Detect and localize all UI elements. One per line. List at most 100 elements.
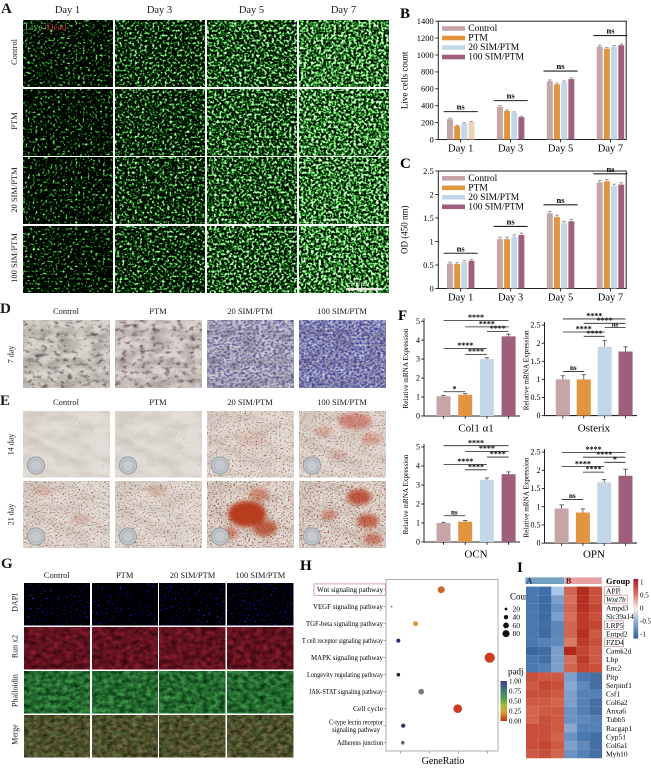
svg-text:****: **** <box>597 316 613 325</box>
svg-text:****: **** <box>575 459 591 468</box>
svg-text:Day 5: Day 5 <box>548 144 573 155</box>
svg-text:800: 800 <box>421 67 434 77</box>
svg-text:Adherens junction: Adherens junction <box>337 739 383 747</box>
svg-text:ns: ns <box>507 216 516 226</box>
svg-text:B: B <box>400 6 410 22</box>
svg-text:VEGF signaling pathway: VEGF signaling pathway <box>313 603 383 611</box>
svg-text:60: 60 <box>513 621 521 630</box>
svg-text:2: 2 <box>537 339 541 348</box>
svg-text:****: **** <box>457 457 473 466</box>
svg-text:0.75: 0.75 <box>509 687 522 695</box>
svg-text:signaling pathway: signaling pathway <box>332 726 380 734</box>
svg-text:5: 5 <box>416 443 420 452</box>
svg-text:Col1 α1: Col1 α1 <box>458 423 493 435</box>
svg-text:20: 20 <box>513 605 521 614</box>
svg-text:F: F <box>398 308 407 324</box>
svg-text:ns: ns <box>557 195 566 205</box>
svg-text:ns: ns <box>457 243 466 253</box>
svg-text:0.50: 0.50 <box>509 697 522 705</box>
svg-text:1.00: 1.00 <box>509 677 522 685</box>
svg-text:*: * <box>613 455 617 464</box>
svg-text:H: H <box>300 558 312 574</box>
svg-text:Day 1: Day 1 <box>448 293 473 304</box>
svg-text:Slc39a14: Slc39a14 <box>606 612 634 621</box>
svg-text:I: I <box>517 560 523 576</box>
svg-text:4: 4 <box>416 336 420 345</box>
svg-text:1.5: 1.5 <box>423 213 434 223</box>
svg-text:Lbp: Lbp <box>606 655 618 664</box>
svg-text:1.5: 1.5 <box>531 484 541 493</box>
svg-text:1: 1 <box>416 393 420 402</box>
svg-text:ns: ns <box>507 91 516 101</box>
svg-text:2.5: 2.5 <box>531 448 541 457</box>
svg-text:Entpd2: Entpd2 <box>606 629 628 638</box>
svg-text:Pltp: Pltp <box>606 672 618 681</box>
svg-text:3: 3 <box>416 355 420 364</box>
svg-text:2: 2 <box>416 500 420 509</box>
svg-text:0.5: 0.5 <box>531 521 541 530</box>
svg-text:100 SIM/PTM: 100 SIM/PTM <box>468 53 524 63</box>
svg-text:ns: ns <box>606 26 615 36</box>
svg-text:Relative mRNA Expression: Relative mRNA Expression <box>402 454 410 534</box>
svg-text:Live cells count: Live cells count <box>399 51 409 109</box>
svg-text:Racgap1: Racgap1 <box>606 724 632 733</box>
svg-text:Cell cycle: Cell cycle <box>353 705 383 713</box>
svg-text:600: 600 <box>421 84 434 94</box>
svg-text:1000: 1000 <box>417 50 434 60</box>
svg-text:0: 0 <box>640 605 644 613</box>
svg-text:Day 3: Day 3 <box>498 144 523 155</box>
svg-text:A: A <box>527 577 533 586</box>
svg-text:Day 7: Day 7 <box>598 293 623 304</box>
svg-text:4: 4 <box>416 462 420 471</box>
svg-text:Ampd3: Ampd3 <box>606 604 629 613</box>
svg-text:****: **** <box>468 462 484 471</box>
svg-text:Col6a2: Col6a2 <box>606 698 628 707</box>
svg-text:Control: Control <box>468 24 497 34</box>
svg-text:0.25: 0.25 <box>509 707 522 715</box>
svg-text:Col6a1: Col6a1 <box>606 741 628 750</box>
svg-text:FZD4: FZD4 <box>606 638 624 647</box>
svg-text:****: **** <box>596 450 612 459</box>
svg-text:2: 2 <box>537 466 541 475</box>
svg-text:100 SIM/PTM: 100 SIM/PTM <box>468 202 524 212</box>
svg-text:Live: Live <box>25 23 42 33</box>
svg-text:JAK-STAT signaling pathway: JAK-STAT signaling pathway <box>309 688 383 696</box>
svg-text:20 SIM/PTM: 20 SIM/PTM <box>468 193 519 203</box>
svg-text:Day 5: Day 5 <box>548 293 573 304</box>
svg-text:0.5: 0.5 <box>640 592 649 600</box>
svg-text:C-type lectin receptor: C-type lectin receptor <box>329 719 384 727</box>
svg-text:****: **** <box>479 319 495 328</box>
svg-text:****: **** <box>490 324 506 333</box>
svg-text:****: **** <box>586 445 602 454</box>
svg-text:Myh10: Myh10 <box>606 750 628 759</box>
svg-text:-1: -1 <box>640 631 646 639</box>
svg-text:5: 5 <box>416 317 420 326</box>
svg-text:Osterix: Osterix <box>578 423 611 435</box>
svg-text:1: 1 <box>537 502 541 511</box>
svg-text:B: B <box>566 577 572 586</box>
svg-text:200: 200 <box>421 117 434 127</box>
svg-text:/Dead: /Dead <box>44 23 67 33</box>
svg-text:Enc2: Enc2 <box>606 664 622 673</box>
svg-text:Relative mRNA Expression: Relative mRNA Expression <box>523 457 531 537</box>
svg-text:2: 2 <box>430 189 434 199</box>
svg-text:Group: Group <box>606 576 630 586</box>
svg-text:ns: ns <box>606 164 615 174</box>
svg-text:OD (450 nm): OD (450 nm) <box>399 206 409 255</box>
svg-text:Relative mRNA Expression: Relative mRNA Expression <box>523 330 531 410</box>
svg-text:PTM: PTM <box>468 34 488 44</box>
svg-text:ns: ns <box>457 102 466 112</box>
svg-text:1400: 1400 <box>417 16 434 26</box>
svg-text:1: 1 <box>416 519 420 528</box>
svg-text:****: **** <box>586 312 602 321</box>
svg-text:*: * <box>452 384 456 393</box>
svg-text:T cell receptor signaling path: T cell receptor signaling pathway <box>302 637 383 645</box>
svg-text:1200: 1200 <box>417 33 434 43</box>
svg-text:Day 7: Day 7 <box>598 144 623 155</box>
svg-text:1: 1 <box>537 375 541 384</box>
svg-text:****: **** <box>468 438 484 447</box>
svg-text:Anxa6: Anxa6 <box>606 707 626 716</box>
svg-text:ns: ns <box>570 364 577 372</box>
svg-text:GeneRatio: GeneRatio <box>422 756 465 767</box>
svg-text:0: 0 <box>537 539 541 548</box>
